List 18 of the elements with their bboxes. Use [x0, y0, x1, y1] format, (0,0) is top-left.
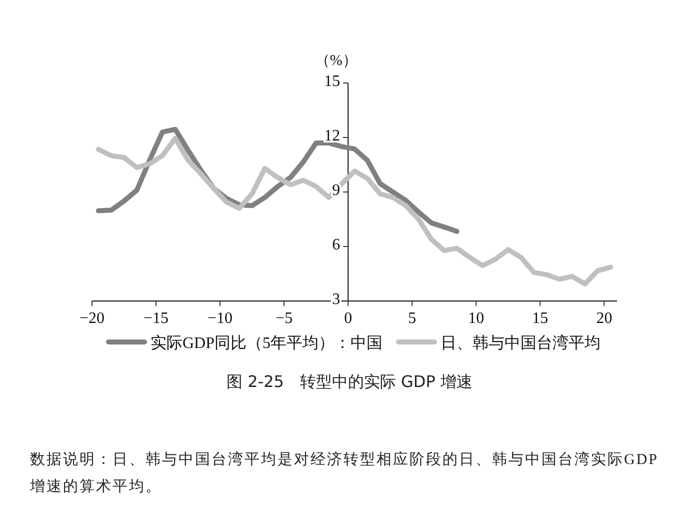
x-tick-label: −10 — [208, 310, 233, 327]
y-tick-label: 12 — [324, 128, 340, 144]
caption: 图 2-25 转型中的实际 GDP 增速 — [226, 372, 474, 393]
x-tick-label: 20 — [596, 310, 612, 327]
x-tick-label: −5 — [276, 310, 293, 327]
legend-label: 日、韩与中国台湾平均 — [440, 334, 601, 352]
y-axis-title: （%） — [314, 53, 358, 69]
x-tick-label: −20 — [79, 310, 105, 327]
y-tick-label: 6 — [332, 236, 340, 254]
x-tick-label: −15 — [144, 310, 169, 327]
legend-label: 实际GDP同比（5年平均）：中国 — [150, 334, 383, 352]
x-tick-label: 5 — [408, 310, 416, 327]
y-tick-label: 15 — [324, 73, 340, 90]
x-tick-label: 15 — [532, 310, 548, 327]
x-tick-label: 10 — [468, 310, 484, 327]
y-tick-label: 9 — [332, 182, 340, 199]
text: 数据说明：日、韩与中国台湾平均是对经济转型相应阶段的日、韩与中国台湾实际GDP增速的算术平均。 — [30, 450, 660, 497]
x-tick-label: 0 — [344, 310, 352, 327]
